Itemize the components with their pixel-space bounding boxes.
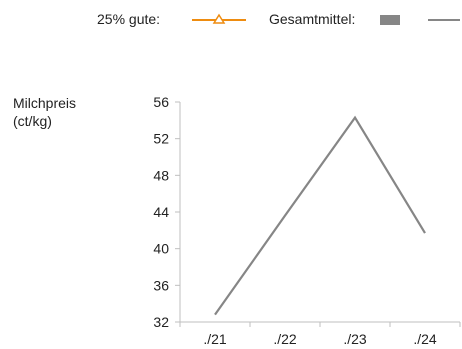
y-tick-label: 44 bbox=[153, 204, 169, 220]
legend-top-quartile-marker-icon bbox=[192, 13, 246, 24]
y-tick-label: 40 bbox=[153, 241, 169, 257]
y-tick-label: 48 bbox=[153, 167, 169, 183]
y-ticks: 32 36 40 44 48 52 56 bbox=[153, 94, 180, 330]
legend-overall-mean-box-icon bbox=[380, 15, 400, 25]
y-tick-label: 32 bbox=[153, 314, 169, 330]
x-tick-label: ./21 bbox=[203, 331, 227, 347]
series-line-overall-mean bbox=[214, 115, 426, 316]
axes bbox=[179, 102, 460, 323]
y-axis-label-line-1: Milchpreis bbox=[13, 95, 76, 111]
y-axis-label-line-2: (ct/kg) bbox=[13, 113, 52, 129]
legend: 25% gute: Gesamtmittel: bbox=[97, 11, 460, 27]
legend-label-overall-mean: Gesamtmittel: bbox=[269, 11, 355, 27]
x-ticks: ./21 ./22 ./23 ./24 bbox=[179, 322, 461, 347]
y-tick-label: 52 bbox=[153, 131, 169, 147]
legend-label-top-quartile: 25% gute: bbox=[97, 11, 160, 27]
plot-area bbox=[214, 115, 426, 316]
x-tick-label: ./22 bbox=[273, 331, 297, 347]
y-tick-label: 56 bbox=[153, 94, 169, 110]
y-tick-label: 36 bbox=[153, 277, 169, 293]
x-tick-label: ./24 bbox=[413, 331, 437, 347]
x-tick-label: ./23 bbox=[343, 331, 367, 347]
